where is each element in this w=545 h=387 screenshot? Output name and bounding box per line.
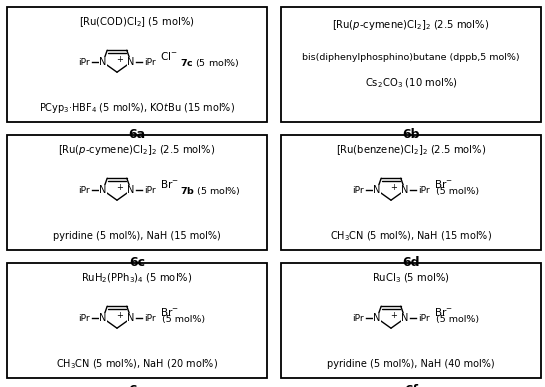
Text: [Ru($p$-cymene)Cl$_{2}$]$_{2}$ (2.5 mol%): [Ru($p$-cymene)Cl$_{2}$]$_{2}$ (2.5 mol%… xyxy=(332,18,489,32)
Text: iPr: iPr xyxy=(78,314,90,323)
Text: iPr: iPr xyxy=(78,186,90,195)
Bar xyxy=(281,263,541,378)
Text: N: N xyxy=(99,185,107,195)
Text: N: N xyxy=(373,313,381,323)
Text: CH$_{3}$CN (5 mol%), NaH (15 mol%): CH$_{3}$CN (5 mol%), NaH (15 mol%) xyxy=(330,229,492,243)
Text: [Ru(COD)Cl$_{2}$] (5 mol%): [Ru(COD)Cl$_{2}$] (5 mol%) xyxy=(79,15,195,29)
Text: N: N xyxy=(128,313,135,323)
Text: +: + xyxy=(117,311,123,320)
Text: Br$^{-}$: Br$^{-}$ xyxy=(160,178,179,190)
Bar xyxy=(7,263,267,378)
Text: N: N xyxy=(99,57,107,67)
Text: RuH$_{2}$(PPh$_{3}$)$_{4}$ (5 mol%): RuH$_{2}$(PPh$_{3}$)$_{4}$ (5 mol%) xyxy=(81,271,193,285)
Text: PCyp$_{3}$·HBF$_{4}$ (5 mol%), KO$t$Bu (15 mol%): PCyp$_{3}$·HBF$_{4}$ (5 mol%), KO$t$Bu (… xyxy=(39,101,235,115)
Text: pyridine (5 mol%), NaH (15 mol%): pyridine (5 mol%), NaH (15 mol%) xyxy=(53,231,221,241)
Text: iPr: iPr xyxy=(144,314,156,323)
Text: N: N xyxy=(401,313,409,323)
Text: N: N xyxy=(373,185,381,195)
Text: Br$^{-}$: Br$^{-}$ xyxy=(160,306,179,318)
Text: iPr: iPr xyxy=(418,314,429,323)
Bar xyxy=(281,7,541,122)
Text: (5 mol%): (5 mol%) xyxy=(162,315,205,324)
Text: +: + xyxy=(391,183,397,192)
Text: 6b: 6b xyxy=(402,127,420,140)
Text: Br$^{-}$: Br$^{-}$ xyxy=(434,178,453,190)
Text: 6d: 6d xyxy=(402,255,420,269)
Text: +: + xyxy=(391,311,397,320)
Bar xyxy=(7,135,267,250)
Text: 6a: 6a xyxy=(129,127,146,140)
Text: iPr: iPr xyxy=(144,186,156,195)
Text: $\mathbf{7b}$ (5 mol%): $\mathbf{7b}$ (5 mol%) xyxy=(180,185,241,197)
Text: iPr: iPr xyxy=(418,186,429,195)
Bar xyxy=(281,135,541,250)
Text: N: N xyxy=(128,185,135,195)
Text: +: + xyxy=(117,183,123,192)
Text: N: N xyxy=(99,313,107,323)
Text: iPr: iPr xyxy=(78,58,90,67)
Text: 6e: 6e xyxy=(129,384,146,387)
Text: Cl$^{-}$: Cl$^{-}$ xyxy=(160,50,178,62)
Text: 6f: 6f xyxy=(404,384,418,387)
Text: iPr: iPr xyxy=(353,186,364,195)
Text: 6c: 6c xyxy=(129,255,145,269)
Text: (5 mol%): (5 mol%) xyxy=(436,187,479,196)
Text: [Ru($p$-cymene)Cl$_{2}$]$_{2}$ (2.5 mol%): [Ru($p$-cymene)Cl$_{2}$]$_{2}$ (2.5 mol%… xyxy=(58,143,216,157)
Text: RuCl$_{3}$ (5 mol%): RuCl$_{3}$ (5 mol%) xyxy=(372,271,450,285)
Text: (5 mol%): (5 mol%) xyxy=(436,315,479,324)
Text: N: N xyxy=(128,57,135,67)
Text: pyridine (5 mol%), NaH (40 mol%): pyridine (5 mol%), NaH (40 mol%) xyxy=(327,359,495,369)
Text: N: N xyxy=(401,185,409,195)
Text: iPr: iPr xyxy=(353,314,364,323)
Text: [Ru(benzene)Cl$_{2}$]$_{2}$ (2.5 mol%): [Ru(benzene)Cl$_{2}$]$_{2}$ (2.5 mol%) xyxy=(336,143,486,157)
Text: bis(diphenylphosphino)butane (dppb,5 mol%): bis(diphenylphosphino)butane (dppb,5 mol… xyxy=(302,53,520,62)
Text: iPr: iPr xyxy=(144,58,156,67)
Text: Cs$_{2}$CO$_{3}$ (10 mol%): Cs$_{2}$CO$_{3}$ (10 mol%) xyxy=(365,76,457,90)
Text: +: + xyxy=(117,55,123,64)
Text: $\mathbf{7c}$ (5 mol%): $\mathbf{7c}$ (5 mol%) xyxy=(180,57,240,69)
Text: CH$_{3}$CN (5 mol%), NaH (20 mol%): CH$_{3}$CN (5 mol%), NaH (20 mol%) xyxy=(56,357,218,371)
Text: Br$^{-}$: Br$^{-}$ xyxy=(434,306,453,318)
Bar xyxy=(7,7,267,122)
